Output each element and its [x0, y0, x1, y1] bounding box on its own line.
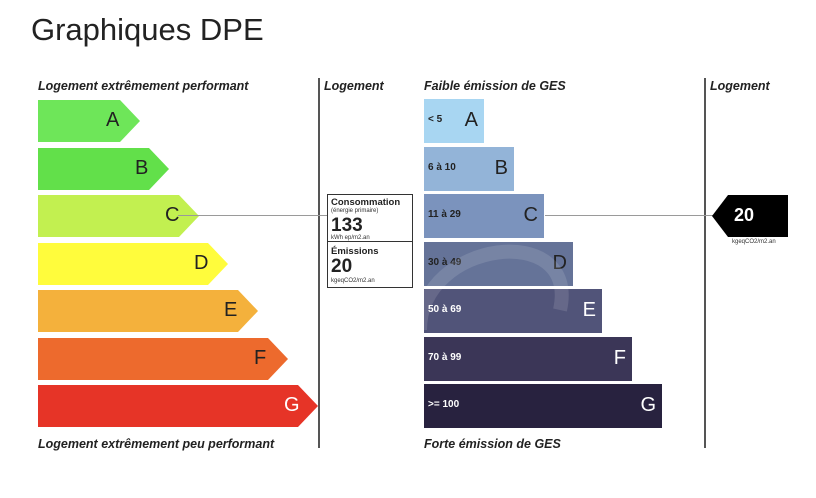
- consumption-title: Consommation: [331, 197, 401, 208]
- dpe-bar-b: B: [38, 147, 169, 190]
- ges-bar-range: 11 à 29: [428, 209, 461, 220]
- ges-bar-letter: D: [552, 251, 567, 274]
- ges-top-label: Faible émission de GES: [424, 79, 566, 93]
- ges-bottom-label: Forte émission de GES: [424, 437, 561, 451]
- ges-bar-b: 6 à 10 B: [424, 146, 514, 191]
- dpe-bottom-label: Logement extrêmement peu performant: [38, 437, 275, 451]
- emissions-value: 20: [331, 256, 353, 277]
- dpe-bar-letter: G: [284, 394, 300, 416]
- page-title: Graphiques DPE: [31, 12, 264, 47]
- ges-bar-range: 6 à 10: [428, 161, 456, 173]
- ges-bar-a: < 5 A: [424, 99, 484, 143]
- dpe-column-divider: [318, 78, 320, 448]
- ges-bar-letter: E: [582, 299, 596, 321]
- consumption-unit: kWh ep/m2.an: [331, 235, 370, 241]
- ges-bar-g: >= 100 G: [424, 384, 662, 428]
- ges-pointer-value: 20: [734, 205, 755, 225]
- dpe-bar-letter: C: [165, 204, 180, 226]
- ges-bar-f: 70 à 99 F: [424, 336, 632, 381]
- dpe-class-indicator-line: [178, 215, 328, 216]
- ges-bar-c: 11 à 29 C: [424, 194, 544, 238]
- dpe-bar-letter: B: [135, 156, 149, 179]
- dpe-bar-c: C: [38, 195, 199, 237]
- ges-bar-d: 30 à 49 D: [424, 241, 573, 286]
- ges-bar-letter: C: [523, 204, 538, 226]
- consumption-subtitle: (énergie primaire): [331, 208, 379, 214]
- dpe-top-label: Logement extrêmement performant: [38, 79, 249, 93]
- dpe-bar-a: A: [38, 100, 140, 142]
- ges-value-pointer: 20: [712, 195, 788, 237]
- ges-bar-e: 50 à 69 E: [424, 289, 602, 333]
- emissions-title: Émissions: [331, 246, 379, 257]
- dpe-column-label: Logement: [324, 79, 384, 93]
- dpe-bar-letter: E: [224, 299, 238, 321]
- ges-bar-range: 70 à 99: [428, 351, 462, 363]
- dpe-bar-letter: A: [106, 109, 120, 131]
- dpe-bar-g: G: [38, 385, 318, 427]
- ges-column-divider: [704, 78, 706, 448]
- dpe-bar-letter: D: [194, 251, 209, 274]
- emissions-unit: kgeqCO2/m2.an: [331, 278, 375, 284]
- watermark-logo: [413, 244, 569, 331]
- dpe-bar-e: E: [38, 290, 258, 332]
- pointer-arrow-shape: [712, 195, 788, 237]
- ges-bar-range: >= 100: [428, 399, 460, 410]
- ges-bar-range: 30 à 49: [428, 256, 462, 268]
- dpe-bar-d: D: [38, 242, 228, 285]
- emissions-box: Émissions 20 kgeqCO2/m2.an: [327, 241, 413, 288]
- ges-bar-range: 50 à 69: [428, 304, 462, 315]
- ges-bar-letter: F: [613, 346, 626, 369]
- ges-bar-range: < 5: [428, 114, 443, 125]
- consumption-value: 133: [331, 215, 363, 236]
- ges-bar-letter: G: [640, 394, 656, 416]
- consumption-box: Consommation (énergie primaire) 133 kWh …: [327, 194, 413, 243]
- ges-bar-letter: B: [494, 156, 508, 179]
- ges-bar-letter: A: [464, 109, 478, 131]
- ges-class-indicator-line: [545, 215, 715, 216]
- dpe-bar-letter: F: [254, 346, 267, 369]
- ges-pointer-unit: kgeqCO2/m2.an: [732, 239, 776, 245]
- dpe-bar-f: F: [38, 337, 288, 380]
- ges-column-label: Logement: [710, 79, 770, 93]
